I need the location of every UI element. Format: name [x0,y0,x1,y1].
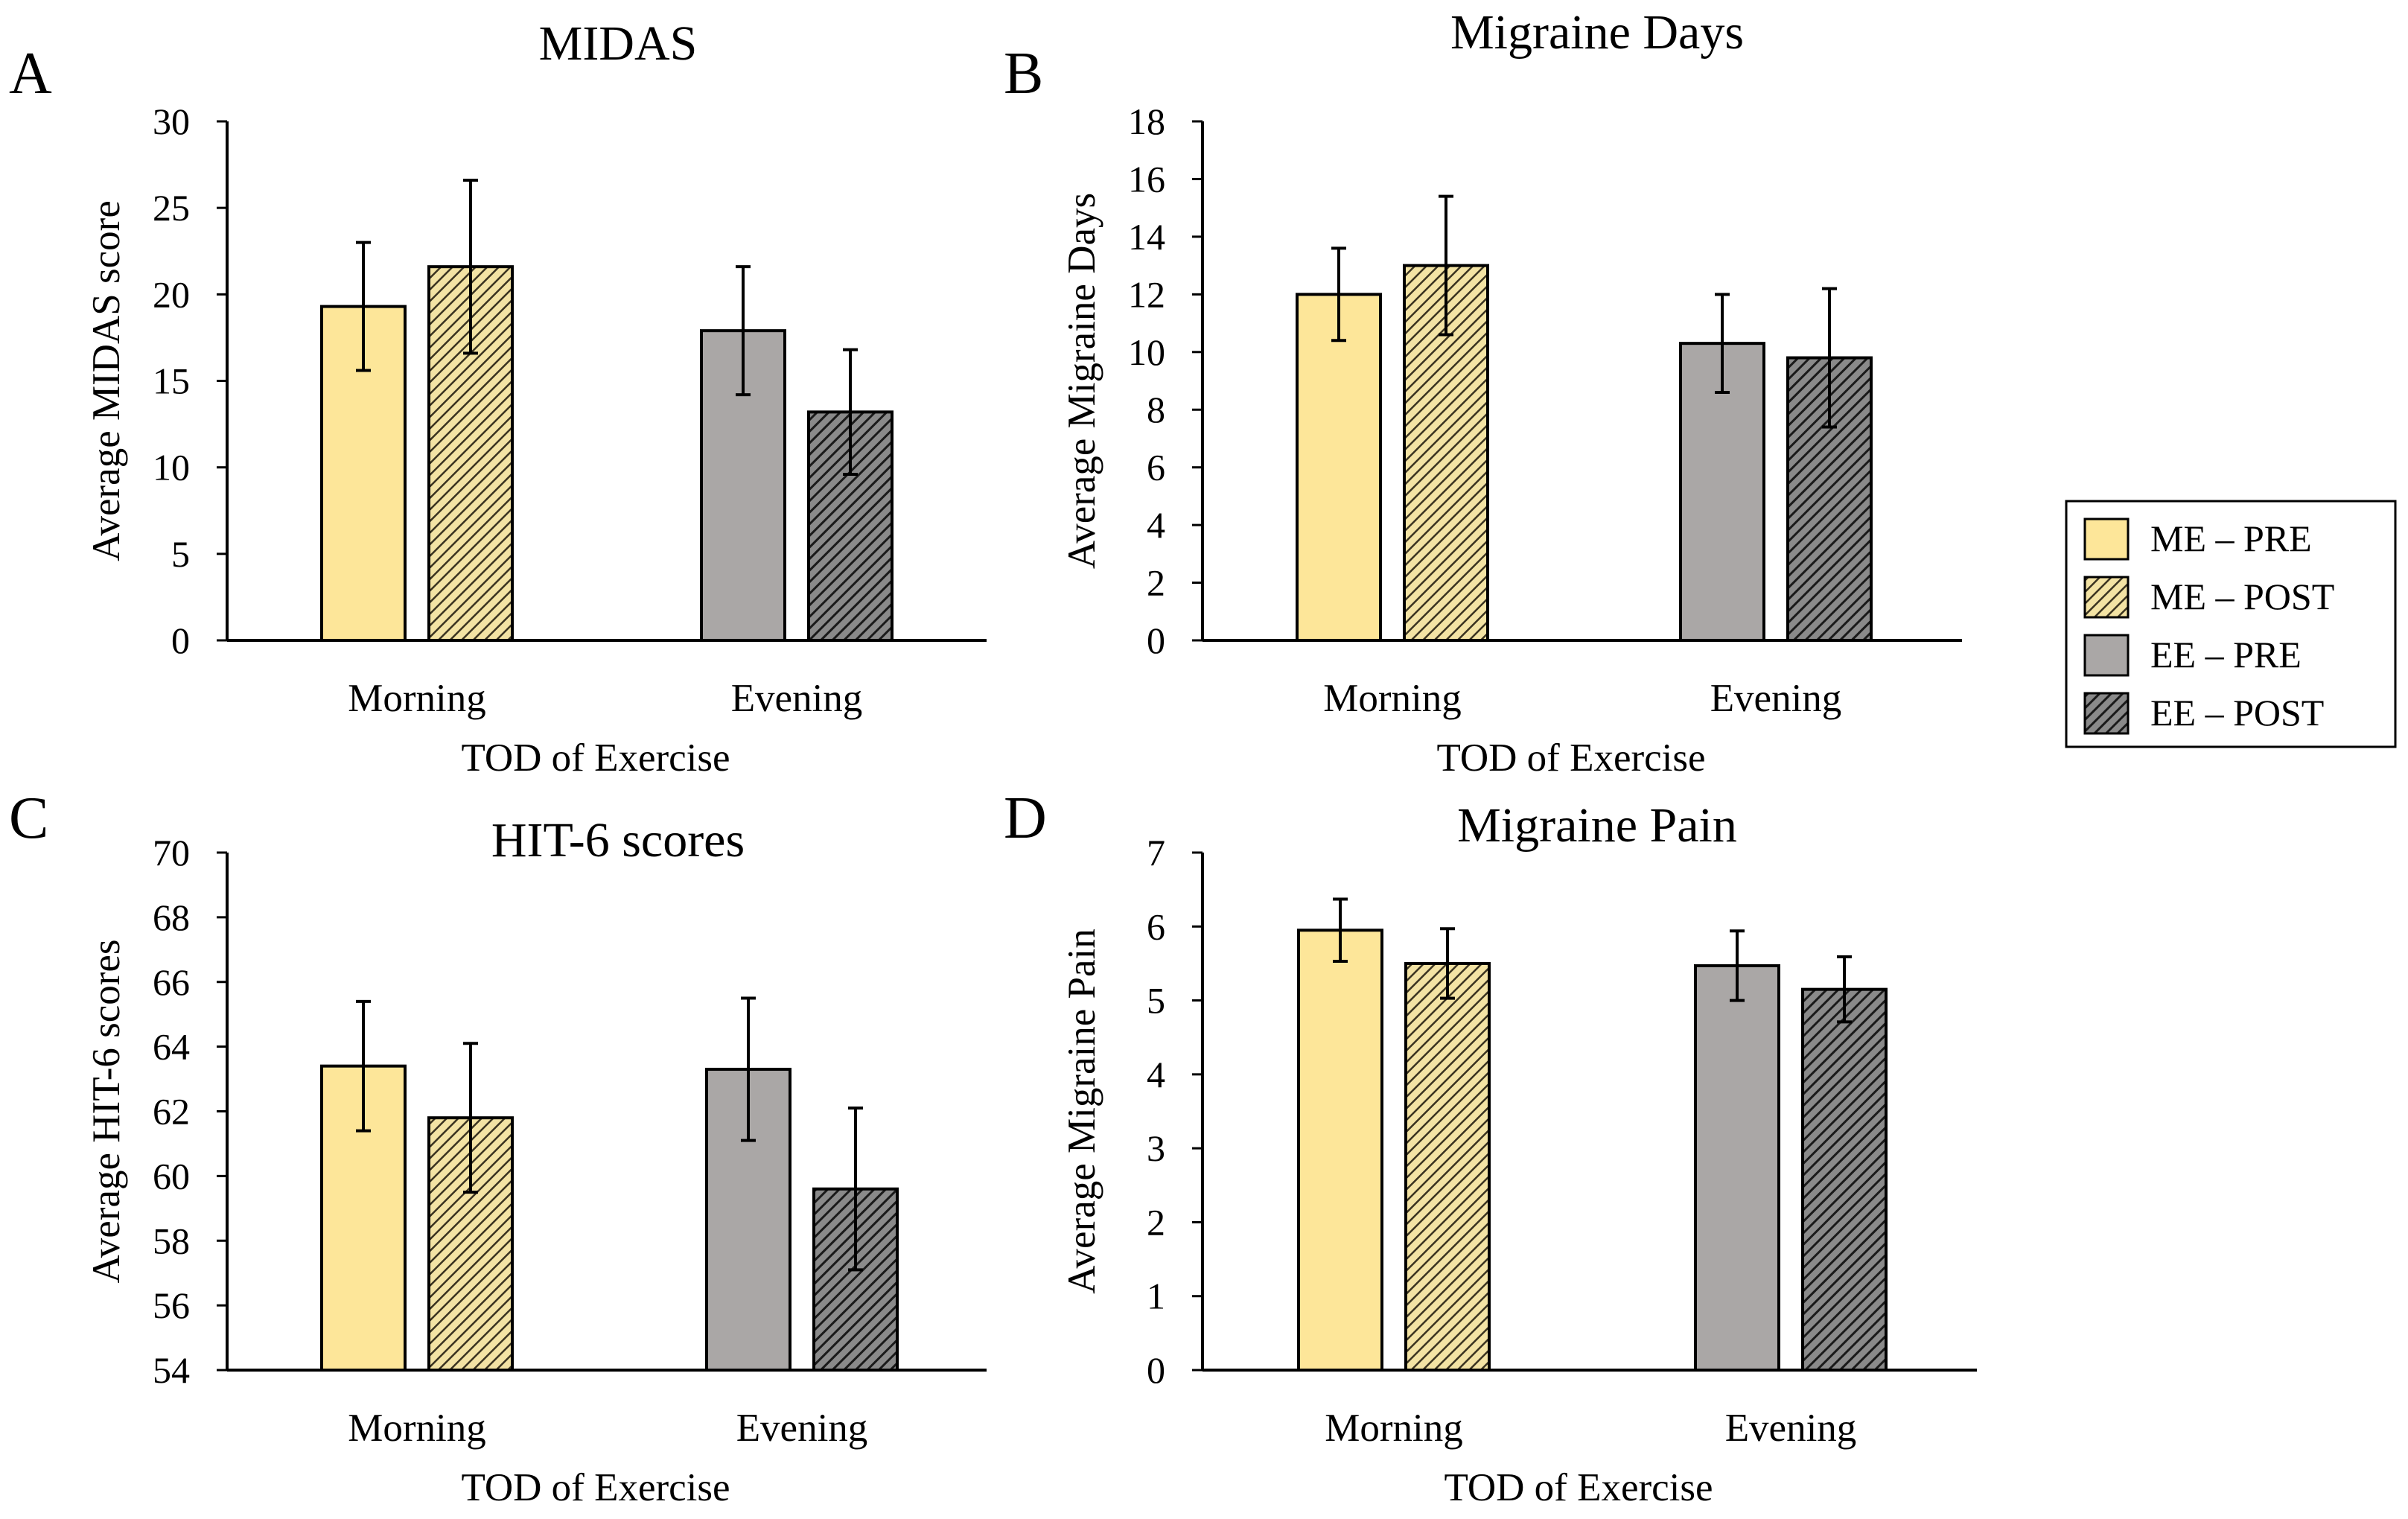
chart-title: Migraine Days [1450,5,1744,60]
y-tick-label: 20 [153,273,190,315]
x-axis-label: TOD of Exercise [1444,1466,1713,1509]
y-tick-label: 0 [171,620,190,661]
bar-d-0-0 [1297,929,1383,1372]
y-tick-label: 54 [153,1349,190,1391]
panel-letter: B [1004,41,1043,106]
category-label: Evening [1710,677,1842,720]
bar-b-0-0 [1296,293,1382,642]
y-axis-label: Average Migraine Days [1060,193,1103,569]
legend-item: EE – PRE [2083,634,2302,677]
x-axis-label: TOD of Exercise [1436,736,1705,780]
error-bar [843,348,858,476]
error-bar [1837,955,1852,1024]
y-tick-label: 2 [1147,1201,1165,1243]
error-bar [463,178,478,355]
panel-letter: D [1004,786,1047,851]
x-axis-label: TOD of Exercise [461,736,730,780]
category-label: Evening [731,677,863,720]
panel-letter: A [9,41,52,106]
y-tick-label: 15 [153,360,190,402]
panel-letter: C [9,786,48,851]
legend-label: ME – POST [2150,576,2334,617]
y-tick-label: 16 [1128,158,1165,200]
error-bar [1730,929,1745,1002]
category-label: Evening [736,1407,868,1450]
y-tick-label: 64 [153,1026,190,1068]
error-bar [1715,293,1730,394]
error-bar [1440,927,1455,1000]
y-tick-label: 4 [1147,504,1165,546]
y-tick-label: 1 [1147,1276,1165,1317]
error-bar [736,265,751,397]
bar-d-1-0 [1404,961,1491,1372]
error-bar [463,1042,478,1194]
y-tick-label: 6 [1147,447,1165,488]
error-bar [356,241,371,372]
y-axis-label: Average MIDAS score [85,200,128,561]
category-label: Morning [348,1407,486,1450]
error-bar [1822,287,1837,429]
chart-title: MIDAS [539,16,698,71]
chart-panel-b: B Migraine Days 0 2 4 6 8 10 12 14 16 18 Morning Even… [1004,5,1962,780]
y-axis-label: Average Migraine Pain [1060,929,1103,1294]
y-tick-label: 0 [1147,1349,1165,1391]
category-label: Evening [1725,1407,1857,1450]
y-tick-label: 2 [1147,562,1165,604]
error-bar [356,999,371,1133]
chart-title: HIT-6 scores [491,813,745,867]
y-tick-label: 4 [1147,1054,1165,1095]
y-tick-label: 70 [153,832,190,873]
y-tick-label: 5 [171,533,190,575]
y-tick-label: 12 [1128,273,1165,315]
y-tick-label: 7 [1147,832,1165,873]
legend-item: ME – PRE [2083,518,2312,561]
legend: ME – PRE ME – POST EE – PRE EE – POST [2065,500,2397,748]
legend-swatch [2083,518,2130,561]
y-tick-label: 68 [153,897,190,938]
y-tick-label: 60 [153,1155,190,1197]
y-tick-label: 8 [1147,389,1165,430]
y-tick-label: 6 [1147,905,1165,947]
y-tick-label: 30 [153,101,190,142]
y-tick-label: 62 [153,1091,190,1133]
legend-item: ME – POST [2083,576,2334,619]
y-tick-label: 5 [1147,980,1165,1022]
legend-label: ME – PRE [2150,518,2312,559]
y-tick-label: 66 [153,961,190,1003]
y-tick-label: 0 [1147,620,1165,661]
bar-d-3-1 [1801,987,1888,1372]
category-label: Morning [1325,1407,1463,1450]
error-bar [1333,897,1348,963]
legend-swatch [2083,576,2130,619]
legend-item: EE – POST [2083,692,2324,735]
chart-panel-d: D Migraine Pain 0 1 2 3 4 5 6 7 Morning Evening TOD … [1004,786,1977,1509]
category-label: Morning [1323,677,1462,720]
y-tick-label: 56 [153,1284,190,1326]
category-label: Morning [348,677,486,720]
legend-swatch [2083,692,2130,735]
y-tick-label: 3 [1147,1127,1165,1169]
legend-label: EE – POST [2150,692,2324,733]
legend-swatch [2083,634,2130,677]
y-tick-label: 14 [1128,216,1165,258]
error-bar [848,1106,863,1272]
chart-panel-c: C HIT-6 scores 54 56 58 60 62 64 66 68 70 Morning Ev… [9,786,987,1509]
y-tick-label: 25 [153,187,190,229]
y-tick-label: 18 [1128,101,1165,142]
error-bar [741,996,756,1142]
legend-label: EE – PRE [2150,634,2302,675]
y-tick-label: 10 [1128,331,1165,373]
x-axis-label: TOD of Exercise [461,1466,730,1509]
bar-d-2-1 [1694,964,1780,1372]
error-bar [1331,246,1346,343]
y-axis-label: Average HIT-6 scores [85,939,128,1283]
chart-title: Migraine Pain [1457,798,1737,853]
y-tick-label: 58 [153,1220,190,1261]
error-bar [1439,194,1453,337]
y-tick-label: 10 [153,447,190,488]
